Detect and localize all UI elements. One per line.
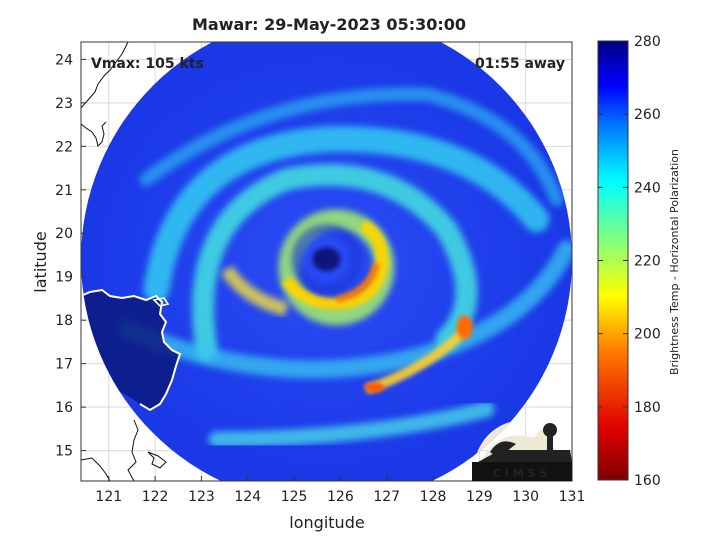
moat [291,224,362,295]
time-away-label: 01:55 away [475,56,565,72]
colorbar-tick-label: 160 [634,473,661,489]
x-axis-ticks: 121 122 123 124 125 126 127 128 129 130 131 [95,476,585,505]
x-tick-label: 124 [234,489,261,505]
y-tick-label: 16 [55,400,73,416]
y-tick-label: 19 [55,270,73,286]
colorbar-label: Brightness Temp - Horizontal Polarizatio… [668,149,681,375]
storm-eye [312,247,341,272]
rainband [143,126,550,303]
logo-text: CIMSS [493,467,551,480]
y-tick-label: 24 [55,52,73,68]
x-tick-label: 126 [327,489,354,505]
rainband [139,87,564,207]
y-tick-label: 20 [55,226,73,242]
y-tick-label: 22 [55,139,73,155]
x-tick-label: 129 [466,489,493,505]
y-tick-label: 21 [55,183,73,199]
colorbar-tick-label: 180 [634,400,661,416]
convective-cell [364,382,385,393]
colorbar-tick-label: 280 [634,34,661,50]
vmax-label: Vmax: 105 kts [91,56,204,72]
x-axis-label: longitude [289,513,364,532]
x-tick-label: 123 [188,489,215,505]
colorbar-tick-label: 220 [634,254,661,270]
x-tick-label: 121 [95,489,122,505]
y-tick-label: 23 [55,96,73,112]
y-tick-label: 18 [55,313,73,329]
y-axis-ticks: 15 16 17 18 19 20 21 22 23 24 [55,52,86,460]
y-tick-label: 15 [55,444,73,460]
convective-cell [456,315,473,340]
y-axis-label: latitude [31,231,50,292]
y-tick-label: 17 [55,357,73,373]
x-tick-label: 127 [373,489,400,505]
rainband [117,240,572,379]
rainband [192,163,478,361]
colorbar-tick-label: 200 [634,327,661,343]
eyewall-peak [335,262,380,303]
x-tick-label: 130 [512,489,539,505]
colorbar-tick-label: 240 [634,180,661,196]
rainband-yellow [220,265,289,317]
x-tick-label: 128 [420,489,447,505]
x-tick-label: 125 [281,489,308,505]
colorbar-ticks: 160 180 200 220 240 260 280 [598,34,661,489]
plot-frame [80,41,573,482]
x-tick-label: 122 [142,489,169,505]
microwave-swath [81,42,572,481]
eyewall-core [281,219,389,310]
rainband [208,401,495,448]
x-tick-label: 131 [559,489,586,505]
colorbar-tick-label: 260 [634,107,661,123]
chart-title: Mawar: 29-May-2023 05:30:00 [192,15,466,34]
